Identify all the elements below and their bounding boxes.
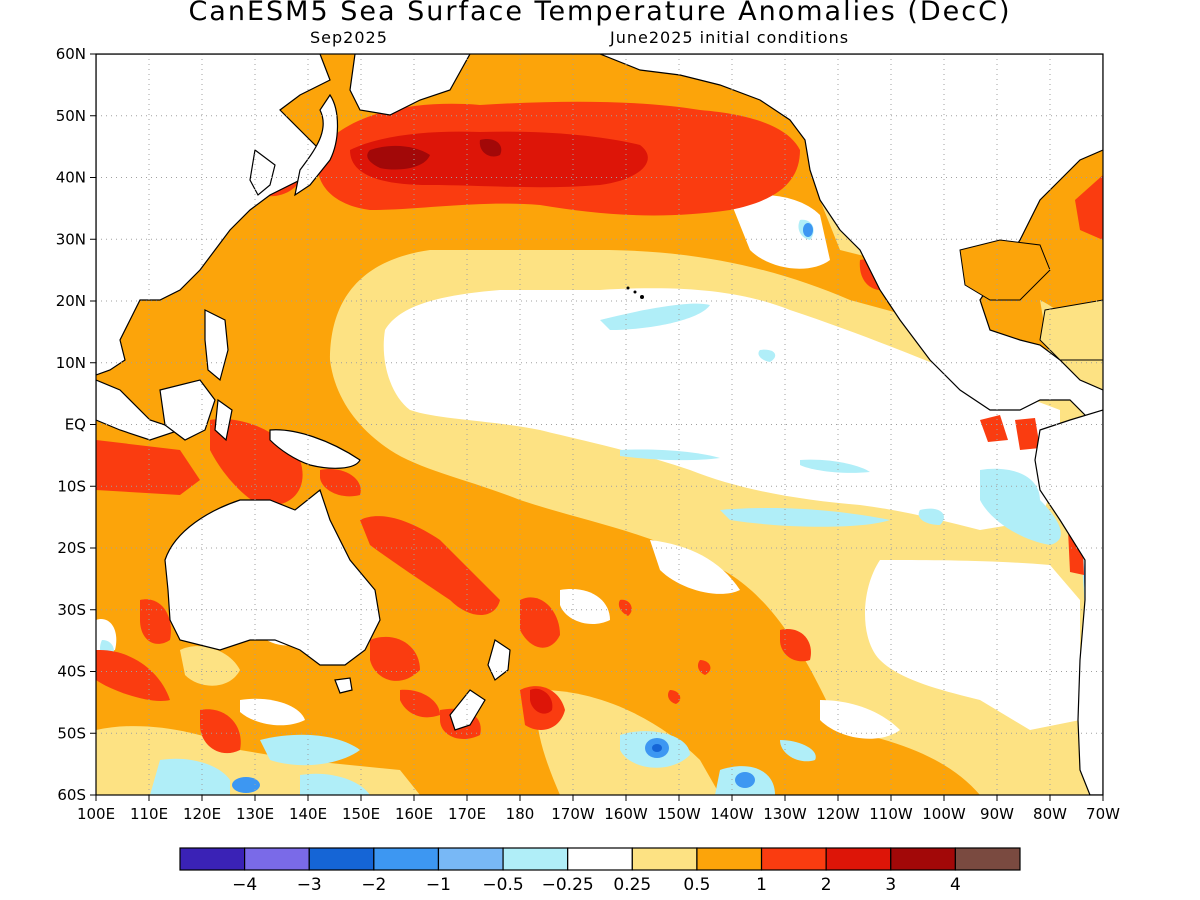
lat-label: 30N [56,230,86,248]
lon-label: 70W [1086,805,1120,823]
colorbar-label: −3 [297,875,322,895]
lat-label: 50N [56,107,86,125]
colorbar-swatch [437,847,504,871]
lat-label: 30S [57,601,86,619]
landmass-korea [249,148,276,196]
lon-label: 80W [1033,805,1067,823]
colorbar: −4 −3 −2 −1 −0.5 −0.25 0.25 0.5 1 2 3 4 [179,847,1021,895]
lon-label: 140W [710,805,754,823]
longitude-axis: 100E 110E 120E 130E 140E 150E 160E 170E 180 170W 1… [77,805,1120,823]
colorbar-label: 3 [885,875,896,895]
lon-label: 170W [551,805,595,823]
colorbar-swatch [179,847,246,871]
colorbar-swatch [567,847,633,871]
caribbean [1039,299,1103,361]
lon-label: 160E [395,805,433,823]
lon-label: 110W [869,805,913,823]
lon-label: 100W [922,805,966,823]
colorbar-label: 0.25 [613,875,651,895]
lat-label: 60S [57,786,86,804]
colorbar-swatch [696,847,763,871]
landmass-north-america [599,54,1103,421]
colorbar-label: −4 [232,875,257,895]
landmass-new-guinea [269,429,361,469]
lat-label: 40S [57,663,86,681]
landmass-new-zealand-south [449,689,486,731]
landmass-sulawesi [214,398,233,442]
colorbar-label: 4 [950,875,961,895]
landmass-asia [96,54,331,376]
lat-label: EQ [65,416,86,434]
colorbar-swatch [825,847,892,871]
gulf-of-mexico [959,239,1051,301]
colorbar-swatch [890,847,956,871]
landmass-new-zealand-north [487,639,511,681]
colorbar-label: −2 [361,875,386,895]
hawaii-islands [626,286,644,299]
colorbar-label: 2 [821,875,832,895]
latitude-axis: 60N 50N 40N 30N 20N 10N EQ 10S 20S 30S 40S 50S 60S [56,45,86,804]
landmass-australia [164,488,381,666]
colorbar-label: −0.5 [482,875,523,895]
lat-label: 60N [56,45,86,63]
lat-label: 20S [57,539,86,557]
colorbar-swatch [954,847,1021,871]
landmass-tasmania [334,677,353,694]
colorbar-swatch [502,847,569,871]
lon-label: 120W [816,805,860,823]
colorbar-swatch [760,847,827,871]
lon-label: 160W [604,805,648,823]
lat-label: 20N [56,292,86,310]
lon-label: 140E [289,805,327,823]
landmass-japan [294,93,339,197]
colorbar-label: −0.25 [542,875,594,895]
lon-label: 120E [183,805,221,823]
colorbar-label: −1 [426,875,451,895]
lon-label: 130W [763,805,807,823]
colorbar-swatch [373,847,440,871]
graticule [96,54,1103,795]
lon-label: 130E [236,805,274,823]
map-field [96,54,1103,795]
lon-label: 100E [77,805,115,823]
lat-label: 10N [56,354,86,372]
forecast-month: Sep2025 [310,28,388,47]
colorbar-label: 1 [756,875,767,895]
colorbar-swatch [631,847,698,871]
lon-label: 150W [657,805,701,823]
colorbar-swatch [308,847,375,871]
lon-label: 180 [506,805,535,823]
lat-label: 50S [57,724,86,742]
initial-conditions: June2025 initial conditions [610,28,850,47]
lon-label: 90W [980,805,1014,823]
axis-ticks [90,53,1104,801]
lon-label: 170E [448,805,486,823]
land [96,54,1103,795]
lat-label: 40N [56,169,86,187]
lon-label: 110E [130,805,168,823]
colorbar-label: 0.5 [683,875,710,895]
landmass-philippines [204,309,229,382]
landmass-south-america [1034,409,1103,795]
colorbar-swatch [244,847,310,871]
lat-label: 10S [57,477,86,495]
lon-label: 150E [342,805,380,823]
chart-title: CanESM5 Sea Surface Temperature Anomalie… [188,0,1012,27]
